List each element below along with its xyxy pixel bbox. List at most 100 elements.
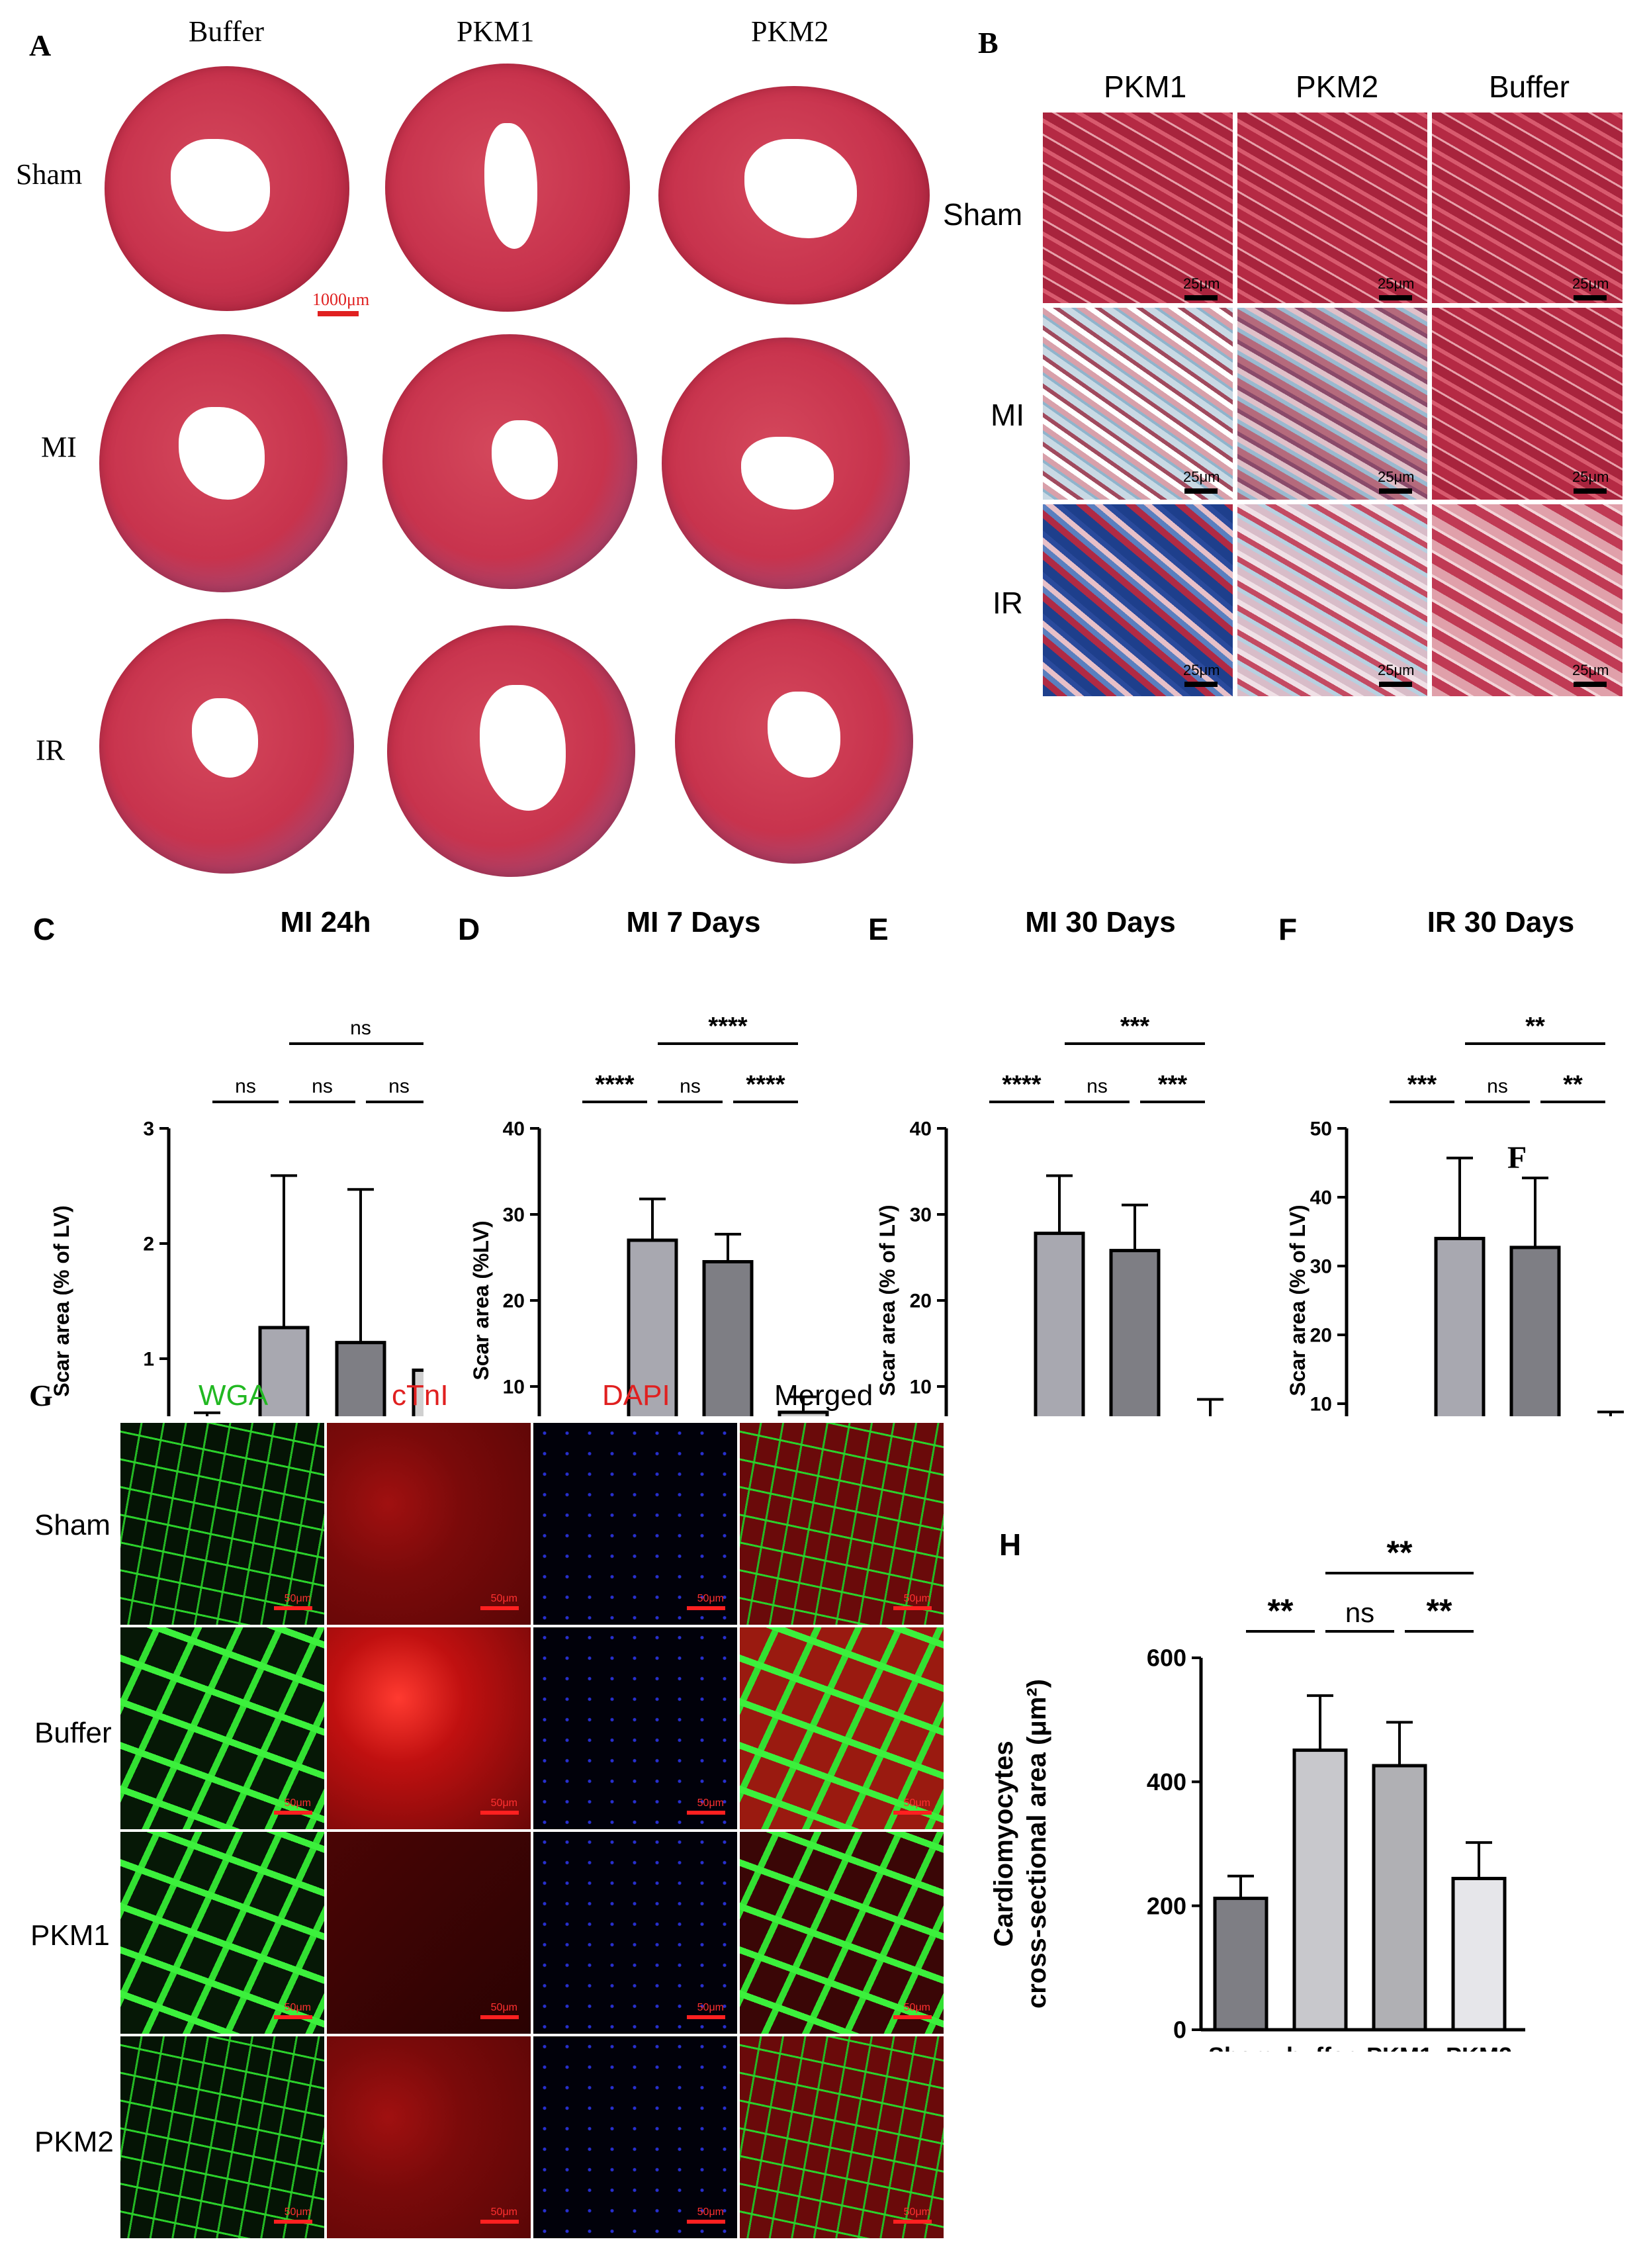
heart-section-ir-pkm1	[387, 625, 635, 877]
stray-panel-letter: F	[1507, 1140, 1527, 1175]
histology-scalebar-label: 25μm	[1572, 662, 1609, 678]
bar-pkm1	[1509, 1246, 1561, 1416]
significance-label: ****	[1002, 1071, 1041, 1099]
fluor-sham-ctni: 50μm	[327, 1423, 531, 1625]
panel-g-col-header-wga: WGA	[199, 1379, 269, 1412]
histology-scalebar-label: 25μm	[1183, 469, 1220, 485]
histology-scalebar	[1379, 682, 1412, 687]
significance-label: ns	[235, 1075, 256, 1097]
significance-label: ***	[1158, 1071, 1188, 1099]
significance-label: ****	[595, 1071, 634, 1099]
panel-b-col-header-buffer: Buffer	[1489, 69, 1570, 104]
significance-label: ****	[708, 1013, 747, 1040]
panel-b-row-label-ir: IR	[993, 586, 1023, 620]
histology-scalebar-label: 25μm	[1572, 469, 1609, 485]
fluor-buffer-dapi: 50μm	[533, 1627, 737, 1829]
histology-scalebar	[1379, 488, 1412, 494]
histology-ir-buffer	[1432, 504, 1623, 696]
panel-g-col-header-merged: Merged	[774, 1379, 873, 1412]
panel-a-col-header-pkm2: PKM2	[751, 15, 829, 48]
y-tick-label: 50	[1310, 1118, 1332, 1140]
panel-a-col-header-pkm1: PKM1	[457, 15, 535, 48]
y-tick-label: 10	[910, 1377, 932, 1398]
heart-section-mi-pkm1	[382, 334, 637, 589]
fluor-pkm1-ctni: 50μm	[327, 1832, 531, 2034]
y-tick-label: 3	[143, 1118, 154, 1140]
significance-label: ns	[312, 1075, 333, 1097]
histology-ir-pkm2	[1237, 504, 1427, 696]
panel-g-col-header-ctni: cTnI	[392, 1379, 449, 1412]
panel-b-row-label-sham: Sham	[943, 197, 1023, 232]
bar-pkm1	[1372, 1764, 1427, 2032]
x-tick-label: PKM1	[1366, 2042, 1433, 2052]
fluor-buffer-merged: 50μm	[740, 1627, 944, 1829]
histology-scalebar	[1574, 488, 1607, 494]
histology-sham-pkm2	[1237, 113, 1427, 303]
significance-label: **	[1387, 1534, 1413, 1571]
bar-pkm1	[335, 1341, 386, 1416]
fluor-sham-dapi: 50μm	[533, 1423, 737, 1625]
heart-section-mi-buffer	[99, 334, 347, 592]
fluor-sham-wga: 50μm	[120, 1423, 324, 1625]
y-tick-label: 20	[503, 1291, 525, 1312]
histology-scalebar	[1184, 488, 1218, 494]
panel-a-label: A	[29, 28, 52, 62]
significance-label: ns	[350, 1017, 371, 1039]
histology-mi-buffer	[1432, 308, 1623, 500]
y-tick-label: 10	[503, 1377, 525, 1398]
bar-buffer	[1292, 1748, 1348, 2032]
fluor-pkm2-merged: 50μm	[740, 2036, 944, 2238]
bar-pkm2	[778, 1410, 829, 1416]
fluor-pkm2-wga: 50μm	[120, 2036, 324, 2238]
heart-section-ir-pkm2	[675, 619, 913, 864]
bar-pkm1	[702, 1260, 754, 1416]
heart-section-sham-pkm1	[385, 64, 630, 312]
panel-g-row-label-buffer: Buffer	[34, 1717, 112, 1749]
fluor-sham-merged: 50μm	[740, 1423, 944, 1625]
bar-chart-c: CMI 24h0123Scar area (% of LV)ShamBuffer…	[33, 906, 423, 1416]
chart-title: MI 7 Days	[627, 906, 761, 938]
panel-b-col-header-pkm1: PKM1	[1104, 69, 1187, 104]
panel-b-label: B	[978, 26, 999, 60]
significance-label: ***	[1120, 1013, 1150, 1040]
panel-a-scalebar-label: 1000μm	[312, 290, 370, 309]
significance-label: ***	[1407, 1071, 1437, 1099]
bar-pkm1	[1109, 1249, 1161, 1416]
y-tick-label: 30	[503, 1204, 525, 1226]
significance-label: ns	[1487, 1075, 1508, 1097]
panel-g-label: G	[29, 1379, 53, 1412]
histology-scalebar-label: 25μm	[1378, 662, 1415, 678]
histology-mi-pkm1	[1043, 308, 1233, 500]
y-tick-label: 600	[1147, 1645, 1186, 1672]
y-axis-label: Cardiomyocytes	[989, 1741, 1018, 1946]
histology-scalebar-label: 25μm	[1572, 275, 1609, 292]
histology-scalebar	[1574, 682, 1607, 687]
bar-sham	[1213, 1896, 1268, 2032]
y-tick-label: 10	[1310, 1394, 1332, 1416]
chart-title: MI 30 Days	[1025, 906, 1175, 938]
bar-buffer	[258, 1326, 310, 1416]
y-tick-label: 2	[143, 1234, 154, 1255]
histology-scalebar	[1574, 295, 1607, 300]
significance-label: ns	[680, 1075, 701, 1097]
fluor-buffer-wga: 50μm	[120, 1627, 324, 1829]
fluor-pkm1-dapi: 50μm	[533, 1832, 737, 2034]
y-axis-label: Scar area (% of LV)	[1286, 1204, 1310, 1396]
histology-scalebar-label: 25μm	[1183, 662, 1220, 678]
x-tick-label: buffer	[1286, 2042, 1354, 2052]
panel-c-label: C	[33, 912, 55, 946]
bar-chart-f: FIR 30 Days01020304050Scar area (% of LV…	[1278, 906, 1624, 1416]
y-axis-label: Scar area (% of LV)	[50, 1205, 73, 1396]
significance-label: ns	[1087, 1075, 1108, 1097]
heart-section-sham-pkm2	[658, 86, 930, 304]
y-tick-label: 40	[910, 1118, 932, 1140]
fluor-buffer-ctni: 50μm	[327, 1627, 531, 1829]
panel-e-label: E	[868, 912, 889, 946]
panel-d-label: D	[458, 912, 480, 946]
y-tick-label: 20	[910, 1291, 932, 1312]
y-tick-label: 30	[910, 1204, 932, 1226]
panel-a-col-header-buffer: Buffer	[189, 15, 265, 48]
panel-g-row-label-sham: Sham	[34, 1509, 111, 1541]
panel-g-col-header-dapi: DAPI	[602, 1379, 670, 1412]
panel-h-label: H	[999, 1527, 1021, 1562]
